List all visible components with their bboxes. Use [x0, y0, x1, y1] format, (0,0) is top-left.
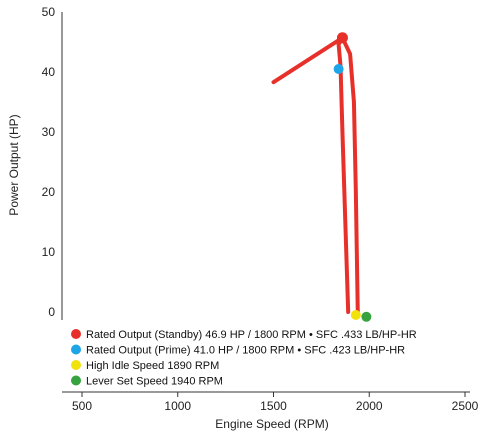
legend: Rated Output (Standby) 46.9 HP / 1800 RP…: [71, 329, 417, 388]
legend-swatch: [71, 375, 81, 386]
curve-marker-3: [350, 310, 361, 320]
legend-swatch: [71, 329, 81, 339]
y-tick-label: 10: [42, 245, 56, 259]
curve-marker-1: [336, 32, 348, 44]
x-axis-label: Engine Speed (RPM): [215, 417, 328, 431]
legend-entry: Rated Output (Prime) 41.0 HP / 1800 RPM …: [86, 345, 405, 357]
axes: [61, 12, 470, 393]
y-tick-label: 0: [48, 305, 55, 319]
y-tick-label: 50: [42, 5, 56, 19]
y-tick-label: 30: [42, 125, 56, 139]
x-tick-label: 1500: [260, 399, 287, 413]
curve-series: [271, 35, 360, 314]
curve-line-2: [340, 35, 360, 314]
curve-marker-2: [333, 64, 344, 74]
curve-line-1: [271, 35, 351, 314]
legend-swatch: [71, 344, 81, 355]
legend-entry: High Idle Speed 1890 RPM: [86, 360, 219, 372]
legend-entry: Lever Set Speed 1940 RPM: [86, 376, 223, 388]
y-tick-label: 20: [42, 185, 56, 199]
curve-markers: [333, 32, 372, 322]
legend-entry: Rated Output (Standby) 46.9 HP / 1800 RP…: [86, 329, 417, 341]
x-tick-labels: 500 1000 1500 2000 2500: [72, 392, 479, 413]
y-tick-labels: 0 10 20 30 40 50: [42, 5, 56, 319]
legend-swatch: [71, 360, 81, 370]
x-tick-label: 1000: [164, 399, 191, 413]
x-tick-label: 500: [72, 399, 92, 413]
x-tick-label: 2000: [356, 399, 383, 413]
curve-marker-4: [361, 311, 372, 322]
y-axis-label: Power Output (HP): [7, 114, 21, 215]
y-tick-label: 40: [42, 65, 56, 79]
x-tick-label: 2500: [452, 399, 479, 413]
